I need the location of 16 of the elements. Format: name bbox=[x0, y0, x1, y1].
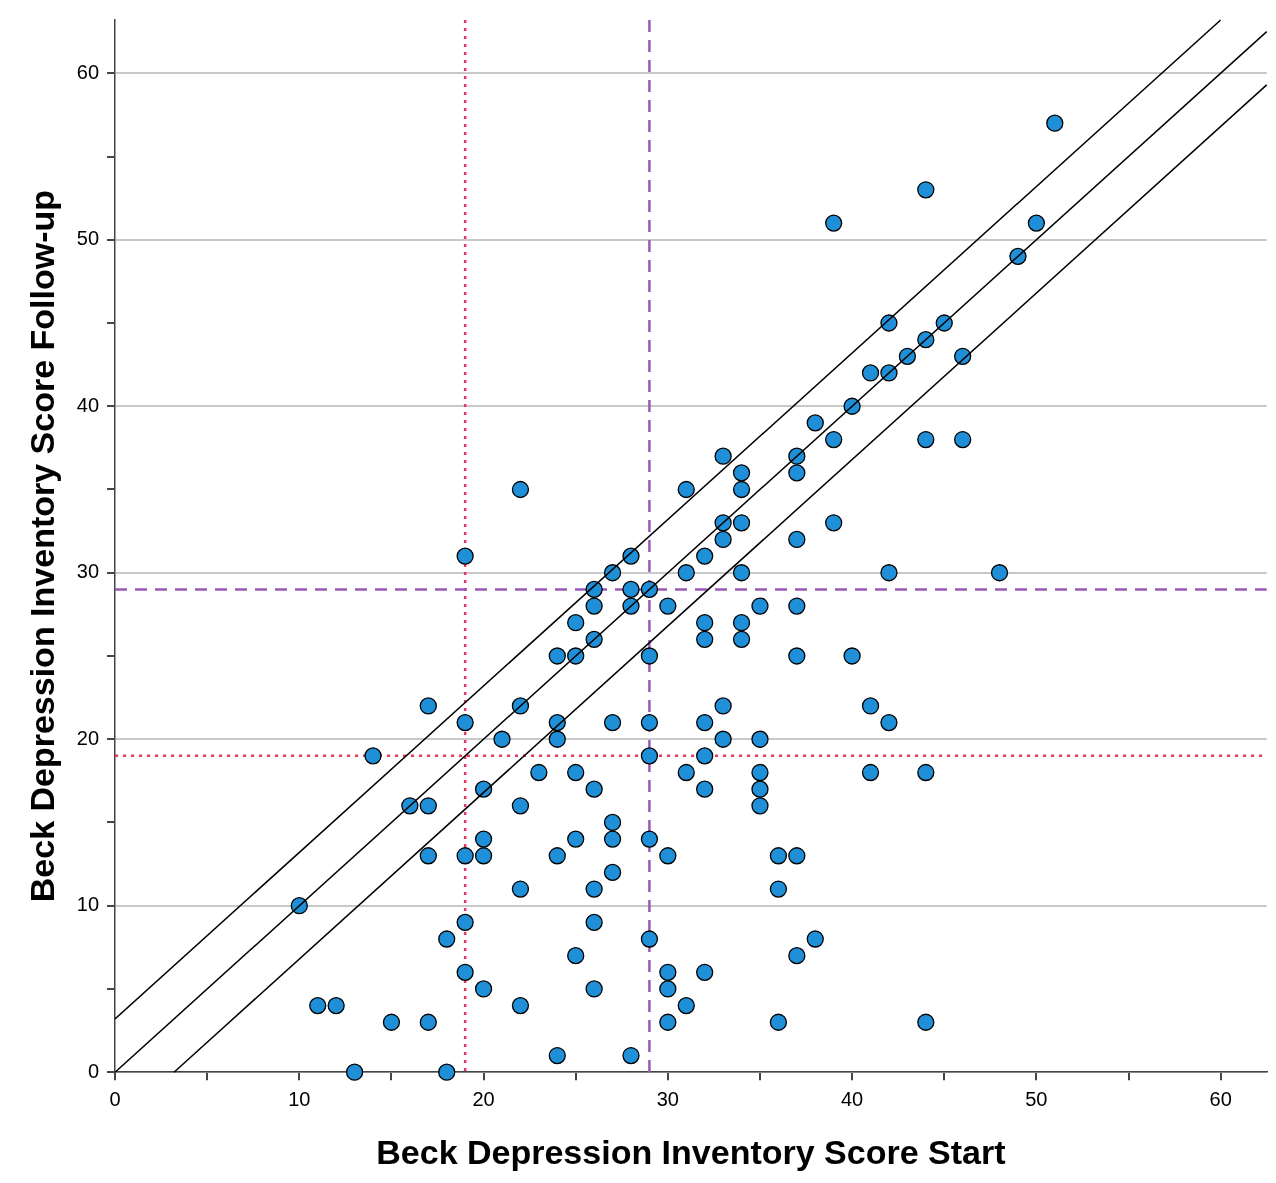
y-tick-label: 10 bbox=[76, 893, 100, 916]
y-tick-label: 60 bbox=[76, 60, 100, 83]
x-tick-label: 0 bbox=[109, 1087, 121, 1110]
x-tick-label: 30 bbox=[656, 1087, 679, 1110]
y-tick-label: 50 bbox=[76, 227, 100, 250]
y-tick-label: 0 bbox=[87, 1059, 100, 1082]
x-axis-title: Beck Depression Inventory Score Start bbox=[376, 1132, 1006, 1171]
y-tick-label: 30 bbox=[76, 560, 100, 583]
x-tick-label: 50 bbox=[1025, 1087, 1048, 1110]
x-tick-label: 10 bbox=[288, 1087, 311, 1110]
x-tick-label: 20 bbox=[472, 1087, 495, 1110]
x-tick-label: 40 bbox=[840, 1087, 864, 1110]
y-tick-label: 40 bbox=[76, 393, 100, 416]
y-tick-label: 20 bbox=[76, 726, 100, 749]
y-axis-title: Beck Depression Inventory Score Follow-up bbox=[22, 189, 61, 903]
x-tick-label: 60 bbox=[1209, 1087, 1232, 1110]
